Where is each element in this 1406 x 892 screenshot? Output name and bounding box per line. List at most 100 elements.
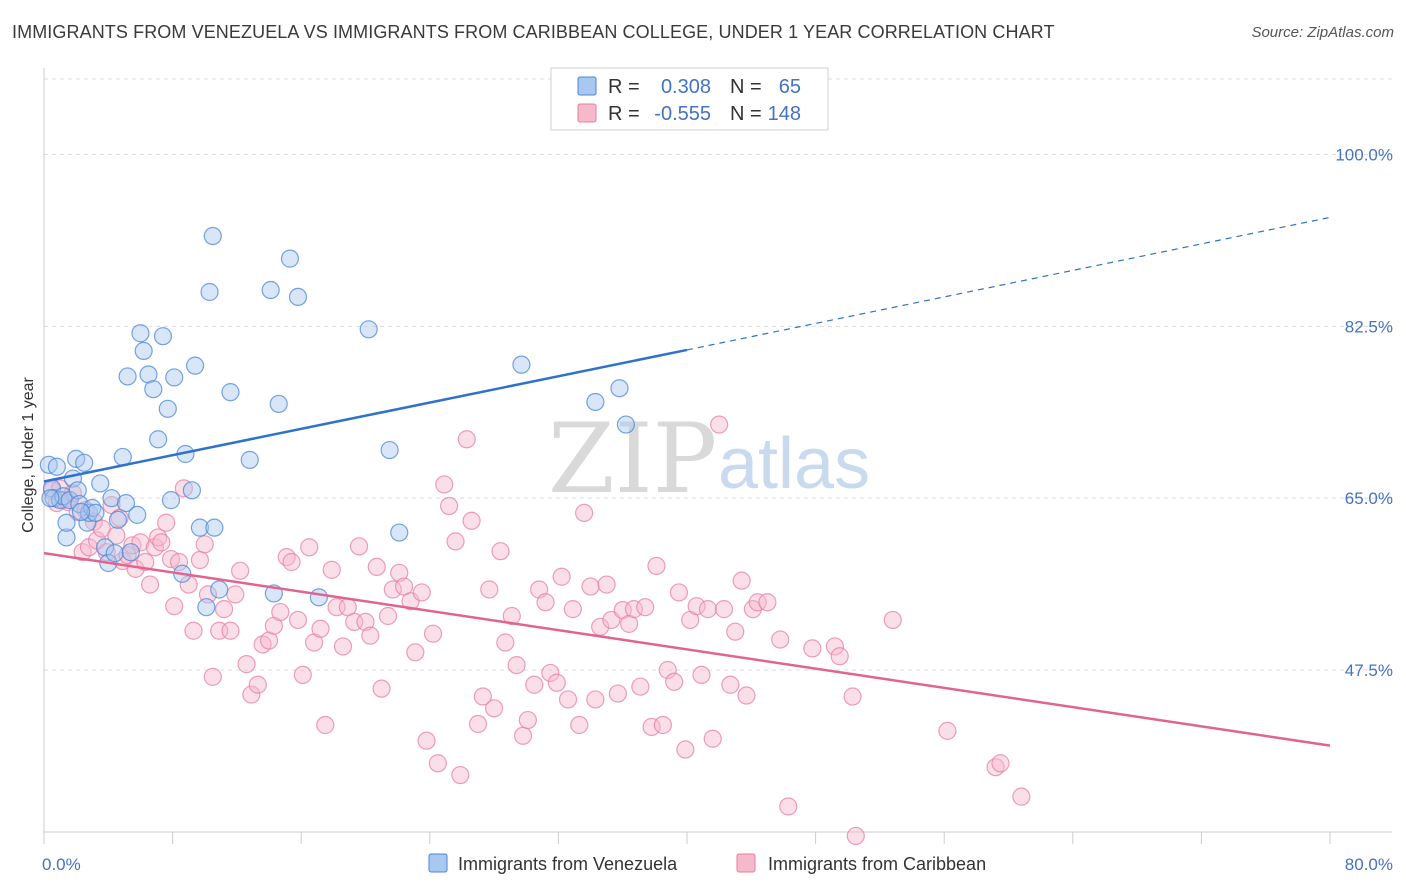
legend-swatch-venezuela — [577, 76, 597, 96]
caribbean-point-45 — [248, 675, 267, 694]
caribbean-point-129 — [721, 675, 740, 694]
caribbean-point-34 — [190, 550, 210, 570]
axes — [43, 68, 1392, 844]
caribbean-point-147 — [1012, 787, 1031, 806]
caribbean-point-143 — [883, 610, 902, 630]
caribbean-point-146 — [991, 754, 1010, 773]
y-tick-label-1: 65.0% — [1345, 489, 1393, 508]
venezuela-point-52 — [269, 394, 288, 414]
venezuela-point-62 — [616, 415, 636, 434]
caribbean-point-77 — [428, 754, 447, 773]
series-legend-label-venezuela: Immigrants from Venezuela — [458, 854, 678, 874]
venezuela-point-35 — [158, 399, 177, 418]
caribbean-point-138 — [803, 639, 822, 658]
venezuela-point-40 — [182, 481, 201, 500]
caribbean-point-116 — [647, 556, 666, 576]
venezuela-point-13 — [75, 453, 94, 472]
venezuela-point-57 — [380, 440, 399, 460]
caribbean-point-29 — [165, 597, 184, 616]
caribbean-point-56 — [311, 619, 330, 638]
y-tick-labels: 47.5% 65.0% 82.5% 100.0% — [1335, 146, 1393, 680]
caribbean-point-39 — [214, 600, 234, 619]
venezuela-point-37 — [165, 368, 184, 387]
caribbean-point-42 — [231, 561, 250, 580]
venezuela-point-44 — [200, 282, 219, 302]
caribbean-point-115 — [642, 717, 661, 737]
stats-legend: R = 0.308 N = 65 R = -0.555 N = 148 — [550, 67, 829, 131]
chart-title: IMMIGRANTS FROM VENEZUELA VS IMMIGRANTS … — [12, 22, 1055, 42]
caribbean-point-141 — [843, 687, 862, 706]
venezuela-point-29 — [134, 341, 153, 361]
y-tick-label-2: 82.5% — [1345, 317, 1393, 336]
series-legend-swatch-caribbean — [736, 853, 756, 873]
caribbean-point-102 — [570, 715, 589, 735]
x-tick-label-1: 80.0% — [1345, 855, 1393, 874]
watermark-atlas: atlas — [718, 424, 870, 504]
y-axis-label: College, Under 1 year — [20, 377, 37, 533]
caribbean-point-91 — [507, 655, 526, 675]
y-tick-label-0: 47.5% — [1345, 661, 1393, 680]
x-tick-labels: 0.0% 80.0% — [42, 855, 1393, 874]
series-legend: Immigrants from Venezuela Immigrants fro… — [428, 853, 986, 874]
venezuela-point-27 — [128, 505, 147, 524]
venezuela-point-47 — [210, 580, 229, 599]
stats-legend-box — [550, 67, 829, 131]
x-tick-label-0: 0.0% — [42, 855, 81, 874]
caribbean-point-93 — [518, 710, 537, 730]
venezuela-point-55 — [309, 588, 328, 607]
caribbean-point-76 — [423, 624, 443, 643]
caribbean-point-83 — [462, 511, 481, 530]
caribbean-point-41 — [226, 585, 245, 604]
caribbean-point-21 — [131, 533, 150, 552]
caribbean-point-53 — [293, 665, 312, 685]
caribbean-point-25 — [149, 528, 168, 547]
legend-n-value-caribbean: 148 — [768, 103, 801, 125]
venezuela-point-50 — [261, 280, 280, 300]
venezuela-point-53 — [280, 249, 300, 268]
caribbean-point-85 — [473, 687, 492, 706]
caribbean-point-37 — [203, 667, 222, 686]
caribbean-point-51 — [282, 552, 301, 572]
caribbean-point-144 — [938, 721, 957, 740]
caribbean-point-52 — [288, 610, 308, 630]
venezuela-point-28 — [131, 324, 150, 343]
caribbean-point-128 — [714, 600, 734, 619]
caribbean-point-70 — [390, 563, 409, 582]
venezuela-point-22 — [105, 544, 124, 563]
caribbean-point-113 — [631, 677, 650, 696]
venezuela-point-11 — [68, 481, 87, 500]
venezuela-point-36 — [161, 491, 181, 510]
caribbean-point-94 — [525, 675, 544, 694]
caribbean-point-79 — [439, 496, 459, 516]
venezuela-point-17 — [86, 503, 105, 523]
caribbean-point-139 — [825, 637, 844, 656]
caribbean-point-43 — [237, 655, 256, 674]
caribbean-point-30 — [169, 552, 189, 572]
venezuela-point-30 — [139, 365, 158, 384]
caribbean-point-23 — [140, 575, 160, 594]
caribbean-point-97 — [541, 663, 560, 683]
caribbean-point-15 — [107, 526, 126, 545]
venezuela-point-32 — [118, 367, 137, 386]
venezuela-point-33 — [149, 430, 168, 449]
caribbean-point-120 — [669, 583, 689, 602]
caribbean-point-119 — [665, 672, 684, 691]
venezuela-point-64 — [71, 502, 91, 522]
series-legend-label-caribbean: Immigrants from Caribbean — [768, 854, 986, 874]
caribbean-point-32 — [179, 575, 198, 594]
caribbean-point-78 — [435, 475, 454, 494]
venezuela-point-21 — [102, 489, 121, 508]
venezuela-point-34 — [153, 327, 173, 346]
legend-swatch-caribbean — [577, 103, 597, 123]
caribbean-point-86 — [480, 580, 499, 599]
caribbean-point-90 — [502, 606, 521, 626]
legend-n-label-venezuela: N = — [730, 76, 762, 98]
series-legend-swatch-venezuela — [428, 853, 448, 873]
caribbean-point-100 — [558, 690, 578, 709]
venezuela-point-54 — [288, 287, 308, 307]
venezuela-point-63 — [41, 489, 60, 508]
caribbean-point-107 — [597, 575, 616, 594]
caribbean-point-44 — [242, 685, 261, 704]
caribbean-point-130 — [726, 622, 745, 641]
